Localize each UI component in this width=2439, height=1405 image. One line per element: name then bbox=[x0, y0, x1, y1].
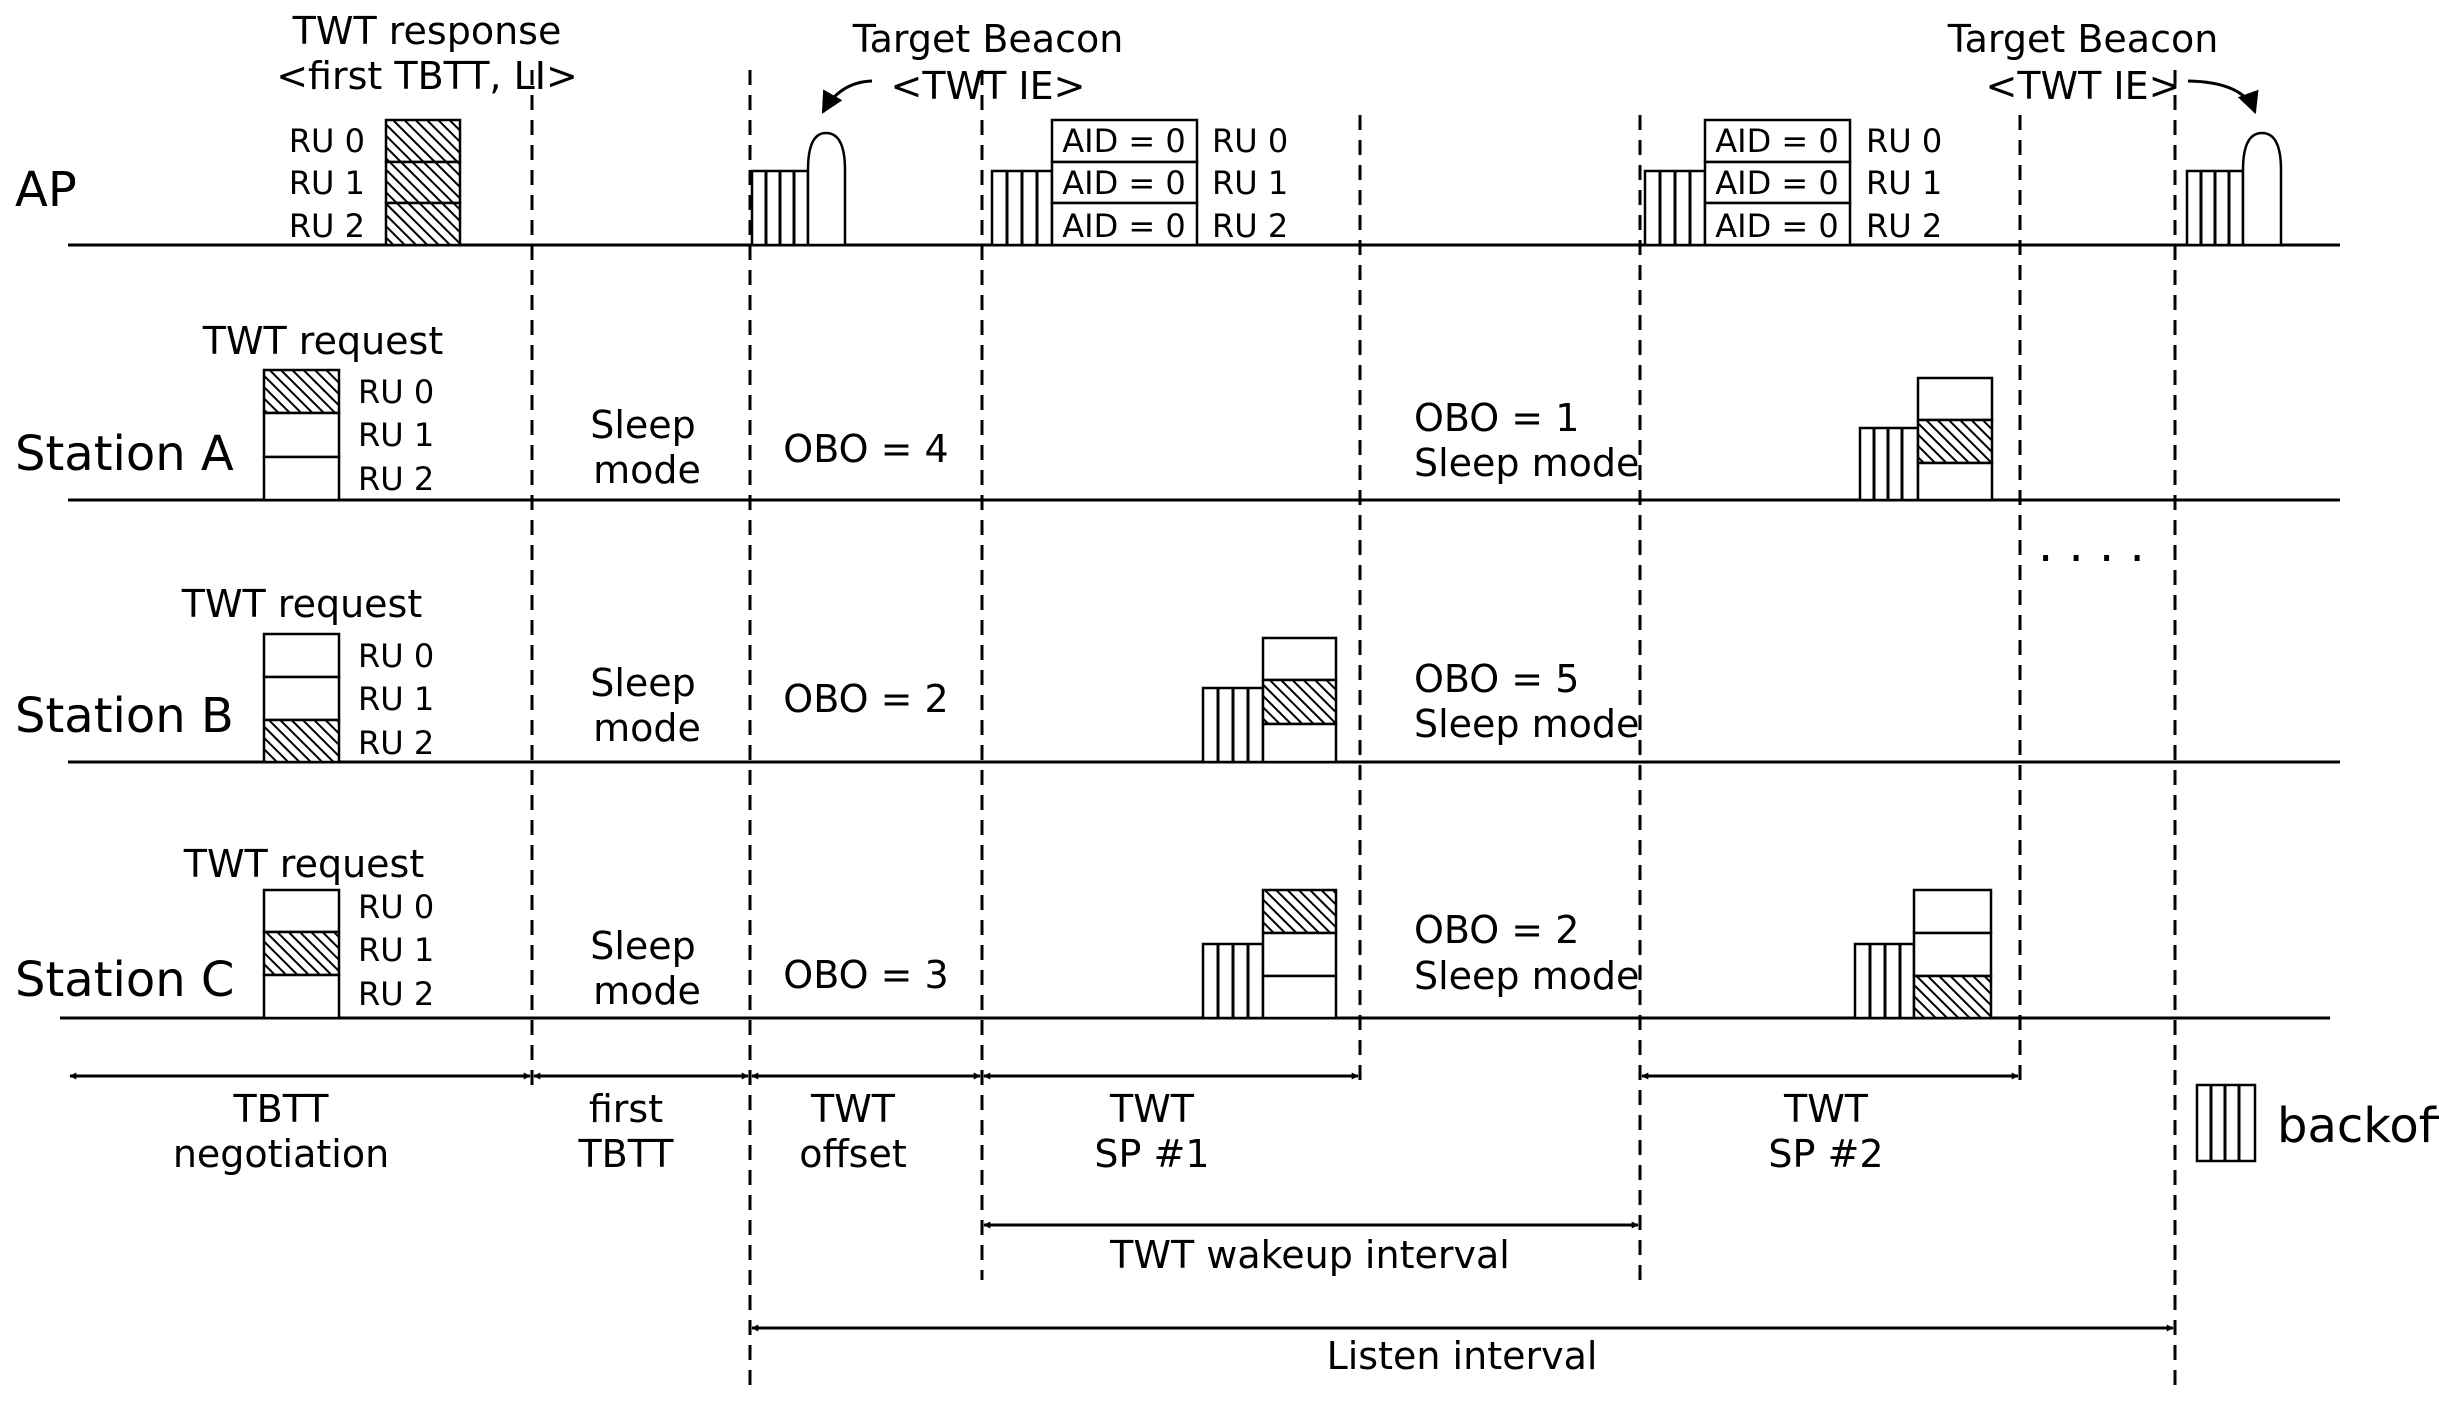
sp2-trigger-aid-blocks bbox=[1703, 118, 1852, 247]
target-beacon-right-label: Target Beacon bbox=[1947, 17, 2219, 61]
station-a-obo-second: OBO = 1 bbox=[1414, 396, 1579, 440]
row-label-ap: AP bbox=[15, 162, 77, 218]
sp2-aid-0: AID = 0 bbox=[1715, 122, 1838, 160]
station-b-sp1-backoff bbox=[1201, 686, 1265, 764]
sp1-aid-0: AID = 0 bbox=[1062, 122, 1185, 160]
station-a-sleep-mode: Sleep mode bbox=[1414, 441, 1639, 485]
sp2-ru-0: RU 0 bbox=[1866, 122, 1942, 160]
station-a-sleep-2: mode bbox=[593, 448, 701, 492]
target-beacon-left-label: Target Beacon bbox=[852, 17, 1124, 61]
label-twt-sp2-1: TWT bbox=[1783, 1087, 1869, 1131]
label-twt-sp2-2: SP #2 bbox=[1768, 1132, 1883, 1176]
sp1-trigger-aid-blocks bbox=[1050, 118, 1199, 247]
label-first-tbtt-1: first bbox=[589, 1087, 663, 1131]
label-twt-offset-2: offset bbox=[799, 1132, 907, 1176]
station-b-twt-request: TWT request bbox=[181, 582, 423, 626]
twt-response-params: <first TBTT, LI> bbox=[276, 54, 578, 98]
station-c-obo-first: OBO = 3 bbox=[783, 953, 948, 997]
station-b-ru-1: RU 1 bbox=[358, 680, 434, 718]
station-c-twt-request: TWT request bbox=[183, 842, 425, 886]
station-b-sleep-mode: Sleep mode bbox=[1414, 702, 1639, 746]
station-b-sleep-1: Sleep bbox=[590, 661, 696, 705]
station-c-obo-second: OBO = 2 bbox=[1414, 908, 1579, 952]
sp2-trigger-backoff bbox=[1643, 169, 1707, 247]
ap-ru-label-0: RU 0 bbox=[289, 122, 365, 160]
legend-backoff-label: backoff bbox=[2277, 1098, 2439, 1154]
ap-ru-label-2: RU 2 bbox=[289, 207, 365, 245]
station-a-ru-1: RU 1 bbox=[358, 416, 434, 454]
station-a-ru-0: RU 0 bbox=[358, 373, 434, 411]
station-b-obo-first: OBO = 2 bbox=[783, 677, 948, 721]
label-tbtt-negotiation-2: negotiation bbox=[173, 1132, 389, 1176]
label-twt-wakeup-interval: TWT wakeup interval bbox=[1109, 1233, 1510, 1277]
twt-ie-right-label: <TWT IE> bbox=[1986, 64, 2181, 108]
row-label-station-b: Station B bbox=[15, 688, 234, 744]
label-twt-sp1-1: TWT bbox=[1109, 1087, 1195, 1131]
legend-backoff-icon bbox=[2195, 1083, 2257, 1163]
station-a-sleep-1: Sleep bbox=[590, 403, 696, 447]
beacon-left-arrow bbox=[821, 79, 873, 114]
row-label-station-c: Station C bbox=[15, 952, 234, 1008]
sp2-ru-2: RU 2 bbox=[1866, 207, 1942, 245]
label-first-tbtt-2: TBTT bbox=[577, 1132, 674, 1176]
beacon-right-backoff bbox=[2185, 169, 2245, 247]
label-listen-interval: Listen interval bbox=[1327, 1334, 1598, 1378]
station-b-sleep-2: mode bbox=[593, 706, 701, 750]
beacon-right-frame bbox=[2241, 131, 2283, 247]
station-c-sleep-mode: Sleep mode bbox=[1414, 954, 1639, 998]
station-b-obo-second: OBO = 5 bbox=[1414, 657, 1579, 701]
station-a-ru-2: RU 2 bbox=[358, 460, 434, 498]
label-twt-offset-1: TWT bbox=[810, 1087, 896, 1131]
station-c-sleep-1: Sleep bbox=[590, 924, 696, 968]
station-b-request-ru-blocks bbox=[262, 632, 341, 764]
twt-response-label: TWT response bbox=[292, 9, 562, 53]
twt-response-ru-blocks bbox=[384, 118, 462, 247]
station-b-ru-0: RU 0 bbox=[358, 637, 434, 675]
beacon-left-frame bbox=[806, 131, 847, 247]
station-c-sp2-ru-blocks bbox=[1912, 888, 1993, 1020]
sp2-aid-2: AID = 0 bbox=[1715, 207, 1838, 245]
label-tbtt-negotiation-1: TBTT bbox=[232, 1087, 329, 1131]
station-c-sp1-backoff bbox=[1201, 942, 1265, 1020]
twt-ie-left-label: <TWT IE> bbox=[891, 64, 1086, 108]
station-a-request-ru-blocks bbox=[262, 368, 341, 502]
station-a-obo-first: OBO = 4 bbox=[783, 427, 948, 471]
ellipsis: · · · · bbox=[2038, 531, 2145, 587]
station-b-ru-2: RU 2 bbox=[358, 724, 434, 762]
ap-ru-label-1: RU 1 bbox=[289, 164, 365, 202]
station-c-ru-1: RU 1 bbox=[358, 931, 434, 969]
station-c-sleep-2: mode bbox=[593, 969, 701, 1013]
station-c-ru-0: RU 0 bbox=[358, 888, 434, 926]
sp2-aid-1: AID = 0 bbox=[1715, 164, 1838, 202]
row-label-station-a: Station A bbox=[15, 426, 234, 482]
station-a-twt-request: TWT request bbox=[202, 319, 444, 363]
station-c-request-ru-blocks bbox=[262, 888, 341, 1020]
sp1-aid-2: AID = 0 bbox=[1062, 207, 1185, 245]
beacon-right-arrow bbox=[2187, 79, 2259, 115]
sp2-ru-1: RU 1 bbox=[1866, 164, 1942, 202]
sp1-aid-1: AID = 0 bbox=[1062, 164, 1185, 202]
sp1-ru-2: RU 2 bbox=[1212, 207, 1288, 245]
station-a-sp2-backoff bbox=[1858, 426, 1920, 502]
sp1-ru-0: RU 0 bbox=[1212, 122, 1288, 160]
beacon-left-backoff bbox=[750, 169, 810, 247]
station-c-sp2-backoff bbox=[1853, 942, 1916, 1020]
station-a-sp2-ru-blocks bbox=[1916, 376, 1994, 502]
sp1-ru-1: RU 1 bbox=[1212, 164, 1288, 202]
station-c-ru-2: RU 2 bbox=[358, 975, 434, 1013]
station-b-sp1-ru-blocks bbox=[1261, 636, 1338, 764]
station-c-sp1-ru-blocks bbox=[1261, 888, 1338, 1020]
sp1-trigger-backoff bbox=[990, 169, 1054, 247]
label-twt-sp1-2: SP #1 bbox=[1094, 1132, 1209, 1176]
